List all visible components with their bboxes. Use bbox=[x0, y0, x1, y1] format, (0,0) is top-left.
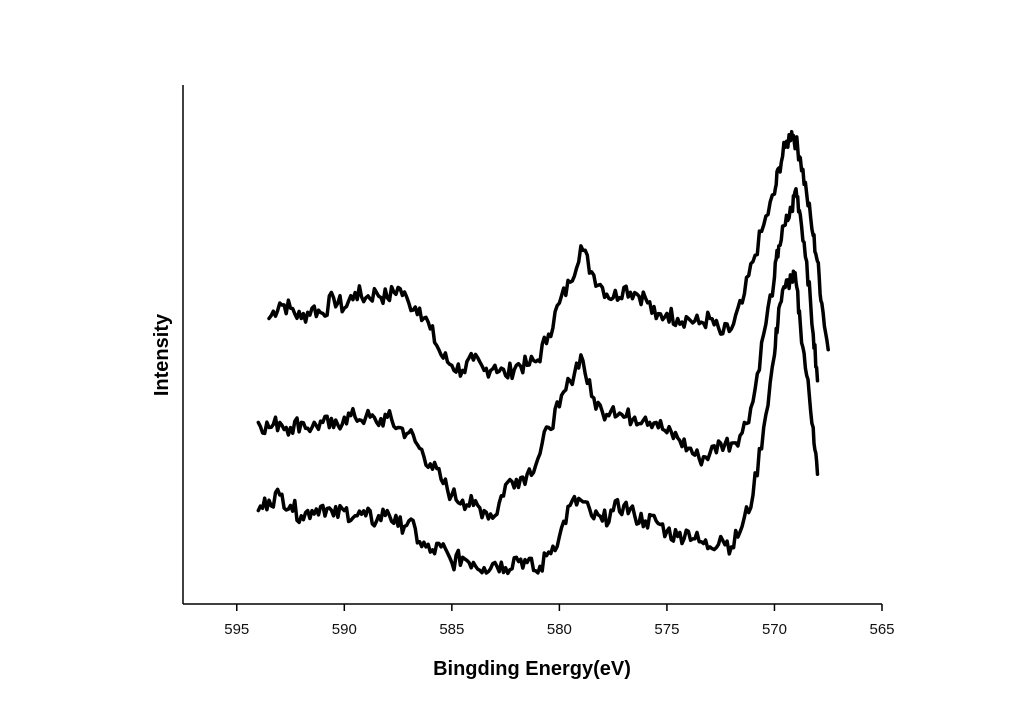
series-line-3 bbox=[256, 269, 820, 576]
x-tick-label: 565 bbox=[869, 621, 894, 638]
x-tick-label: 585 bbox=[439, 621, 464, 638]
x-tick-label: 590 bbox=[332, 621, 357, 638]
x-tick-label: 570 bbox=[762, 621, 787, 638]
series-line-2 bbox=[256, 187, 820, 521]
x-tick-label: 580 bbox=[547, 621, 572, 638]
x-axis-title: Bingding Energy(eV) bbox=[433, 658, 631, 680]
x-tick-label: 595 bbox=[224, 621, 249, 638]
y-axis-title: Intensity bbox=[151, 313, 173, 396]
series-layer bbox=[256, 129, 830, 576]
series-line-1 bbox=[267, 129, 830, 381]
x-tick-label: 575 bbox=[654, 621, 679, 638]
x-ticks: 595 590 585 580 575 570 565 bbox=[224, 604, 895, 638]
